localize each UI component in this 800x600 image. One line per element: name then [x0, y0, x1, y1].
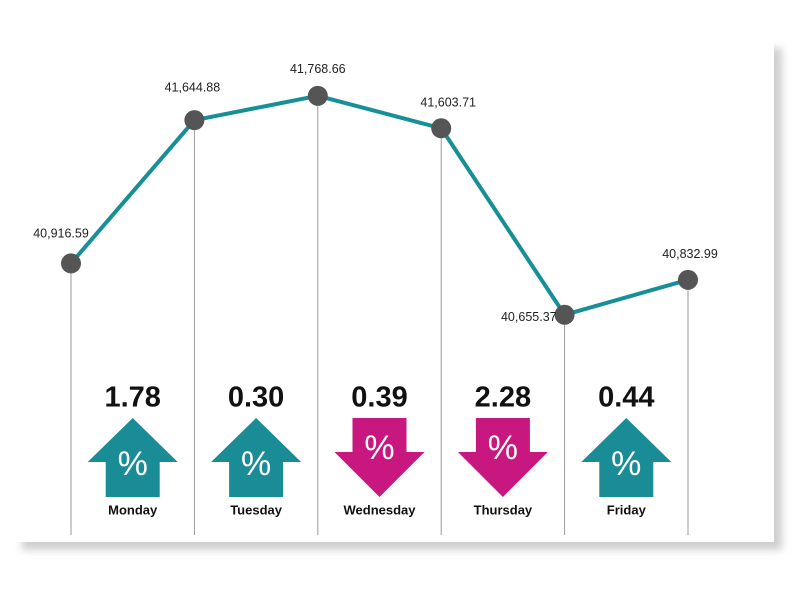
point-label: 40,655.37: [501, 310, 557, 324]
change-value: 0.44: [598, 382, 654, 414]
change-value: 0.39: [351, 382, 407, 414]
down-arrow: [334, 418, 425, 497]
day-label: Friday: [607, 502, 647, 517]
day-label: Tuesday: [230, 502, 283, 517]
point: [61, 253, 81, 274]
point: [431, 118, 452, 139]
point-label: 40,916.59: [33, 227, 89, 241]
point-label: 41,644.88: [165, 80, 221, 94]
card-top: [0, 0, 776, 42]
day-label: Thursday: [474, 502, 533, 517]
point: [307, 85, 328, 106]
up-arrow: [87, 418, 178, 497]
day-label: Monday: [108, 502, 158, 517]
point: [184, 110, 205, 131]
percent-sign: %: [488, 429, 518, 467]
percent-sign: %: [241, 445, 271, 483]
percent-sign: %: [118, 445, 148, 483]
point-label: 41,768.66: [290, 62, 346, 76]
change-value: 2.28: [475, 382, 531, 414]
up-arrow: [581, 418, 672, 497]
point: [554, 304, 575, 325]
index-line: [69, 93, 689, 317]
percent-sign: %: [364, 429, 394, 467]
change-value: 0.30: [228, 382, 284, 414]
day-label: Wednesday: [343, 502, 416, 517]
up-arrow: [211, 418, 302, 497]
point: [678, 269, 698, 290]
point-label: 40,832.99: [662, 247, 718, 261]
down-arrow: [457, 418, 548, 497]
card-left: [0, 0, 14, 600]
percent-sign: %: [611, 445, 641, 483]
point-label: 41,603.71: [420, 96, 476, 110]
change-value: 1.78: [104, 382, 160, 414]
